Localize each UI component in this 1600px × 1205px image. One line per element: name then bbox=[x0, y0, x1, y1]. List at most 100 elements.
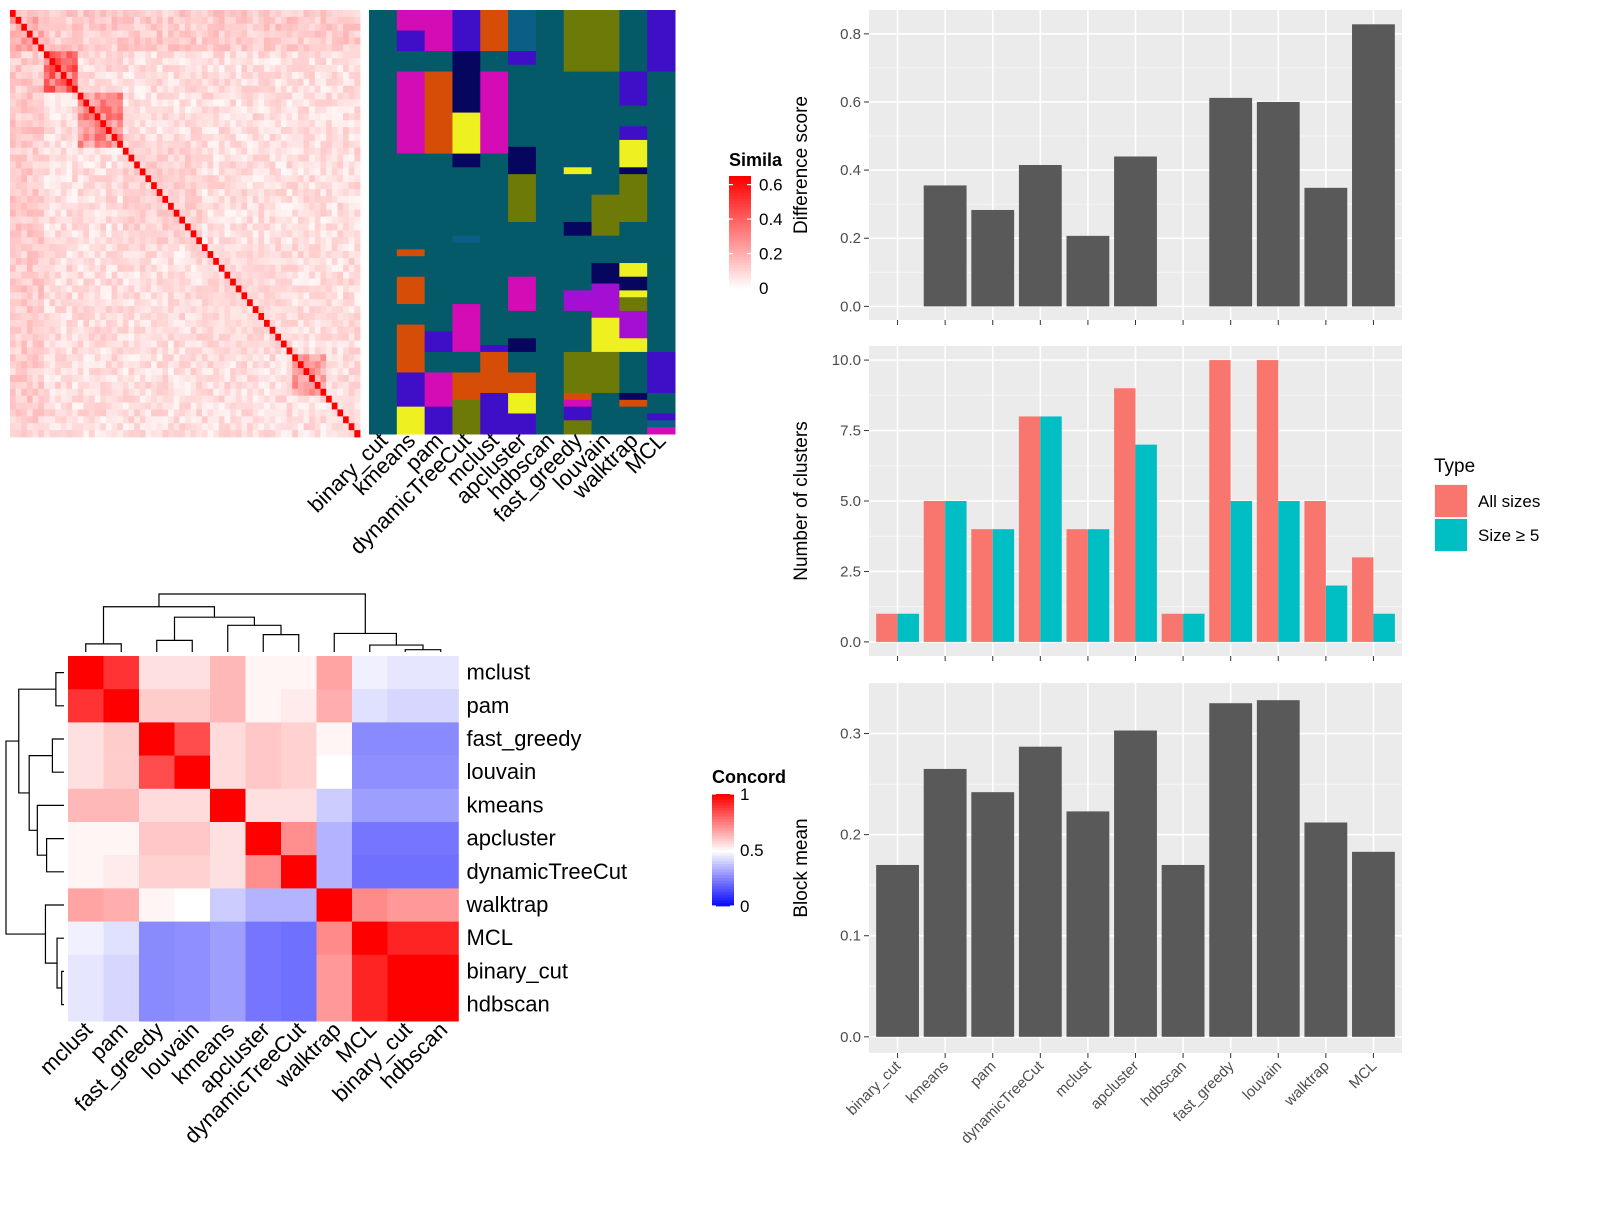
similarity-cell bbox=[275, 264, 282, 273]
similarity-cell bbox=[26, 237, 33, 245]
similarity-cell bbox=[286, 154, 293, 162]
similarity-cell bbox=[66, 202, 73, 211]
similarity-cell bbox=[60, 99, 67, 107]
similarity-cell bbox=[309, 271, 316, 279]
similarity-cell bbox=[89, 333, 96, 341]
similarity-cell bbox=[275, 230, 282, 238]
similarity-cell bbox=[139, 154, 146, 162]
similarity-cell bbox=[72, 251, 79, 259]
similarity-cell bbox=[77, 264, 84, 273]
similarity-cell bbox=[230, 147, 237, 156]
similarity-cell bbox=[354, 195, 361, 204]
concordance-cell bbox=[210, 855, 246, 889]
concordance-cell bbox=[139, 855, 175, 889]
similarity-cell bbox=[21, 85, 28, 94]
similarity-cell bbox=[122, 23, 129, 32]
similarity-cell bbox=[43, 416, 50, 424]
similarity-cell bbox=[348, 251, 355, 259]
similarity-cell bbox=[105, 209, 113, 218]
similarity-cell bbox=[55, 326, 62, 335]
assignment-segment-louvain bbox=[591, 235, 620, 264]
similarity-cell bbox=[94, 58, 101, 66]
similarity-cell bbox=[235, 51, 242, 59]
similarity-cell bbox=[320, 140, 327, 149]
similarity-cell bbox=[320, 244, 327, 252]
similarity-cell bbox=[38, 430, 45, 438]
similarity-cell bbox=[343, 333, 350, 341]
similarity-cell bbox=[173, 423, 180, 431]
concordance-cell bbox=[316, 755, 353, 790]
similarity-cell bbox=[66, 16, 73, 25]
similarity-cell bbox=[38, 120, 45, 128]
x-tick-label: pam bbox=[967, 1058, 1000, 1091]
similarity-cell bbox=[32, 292, 39, 300]
similarity-cell bbox=[162, 37, 169, 45]
similarity-cell bbox=[252, 409, 259, 417]
similarity-cell bbox=[343, 361, 350, 369]
similarity-cell bbox=[343, 409, 350, 417]
similarity-cell bbox=[185, 195, 192, 204]
similarity-cell bbox=[196, 168, 203, 176]
similarity-cell bbox=[55, 319, 62, 328]
similarity-cell bbox=[280, 223, 288, 231]
similarity-cell bbox=[26, 292, 33, 300]
similarity-cell bbox=[66, 127, 73, 135]
assignment-segment-walktrap bbox=[619, 338, 648, 353]
similarity-cell bbox=[49, 10, 56, 18]
similarity-cell bbox=[309, 292, 316, 300]
similarity-cell bbox=[100, 195, 107, 204]
similarity-cell bbox=[213, 78, 220, 87]
similarity-cell bbox=[235, 168, 242, 176]
similarity-cell bbox=[156, 319, 163, 328]
similarity-cell bbox=[94, 313, 101, 321]
similarity-cell bbox=[77, 223, 84, 231]
similarity-cell bbox=[26, 402, 33, 410]
similarity-cell bbox=[337, 333, 344, 341]
similarity-cell bbox=[66, 106, 73, 114]
similarity-cell bbox=[303, 147, 310, 156]
similarity-cell bbox=[117, 409, 124, 417]
similarity-cell bbox=[32, 113, 39, 121]
similarity-cell bbox=[303, 127, 310, 135]
similarity-cell bbox=[179, 182, 186, 190]
similarity-cell bbox=[151, 23, 158, 32]
similarity-cell bbox=[151, 375, 158, 383]
similarity-cell bbox=[128, 278, 135, 286]
similarity-cell bbox=[275, 340, 282, 348]
similarity-cell bbox=[247, 409, 254, 417]
similarity-cell bbox=[94, 416, 101, 424]
similarity-cell bbox=[343, 168, 350, 176]
similarity-cell bbox=[94, 251, 101, 259]
similarity-cell bbox=[354, 388, 361, 397]
concordance-cell bbox=[103, 755, 140, 790]
similarity-cell bbox=[337, 313, 344, 321]
similarity-cell bbox=[230, 409, 237, 417]
similarity-cell bbox=[21, 333, 28, 341]
similarity-cell bbox=[320, 133, 327, 142]
similarity-cell bbox=[354, 58, 361, 66]
bar-pam-all-sizes bbox=[971, 529, 993, 642]
similarity-cell bbox=[224, 423, 231, 431]
similarity-cell bbox=[235, 65, 242, 73]
similarity-cell bbox=[122, 133, 129, 142]
similarity-cell bbox=[128, 133, 135, 142]
similarity-cell bbox=[151, 395, 158, 403]
similarity-cell bbox=[55, 78, 62, 87]
y-axis-title: Number of clusters bbox=[791, 421, 812, 580]
similarity-cell bbox=[105, 251, 113, 259]
similarity-cell bbox=[207, 37, 214, 45]
similarity-cell bbox=[43, 99, 50, 107]
similarity-cell bbox=[66, 395, 73, 403]
similarity-cell bbox=[213, 92, 220, 100]
similarity-cell bbox=[139, 189, 146, 197]
similarity-cell bbox=[354, 271, 361, 279]
similarity-cell bbox=[224, 99, 231, 107]
similarity-cell bbox=[89, 51, 96, 59]
similarity-cell bbox=[275, 409, 282, 417]
similarity-cell bbox=[331, 216, 338, 224]
similarity-cell bbox=[235, 326, 242, 335]
similarity-cell bbox=[286, 388, 293, 397]
similarity-cell bbox=[72, 237, 79, 245]
similarity-cell bbox=[134, 223, 141, 231]
similarity-cell bbox=[89, 395, 96, 403]
